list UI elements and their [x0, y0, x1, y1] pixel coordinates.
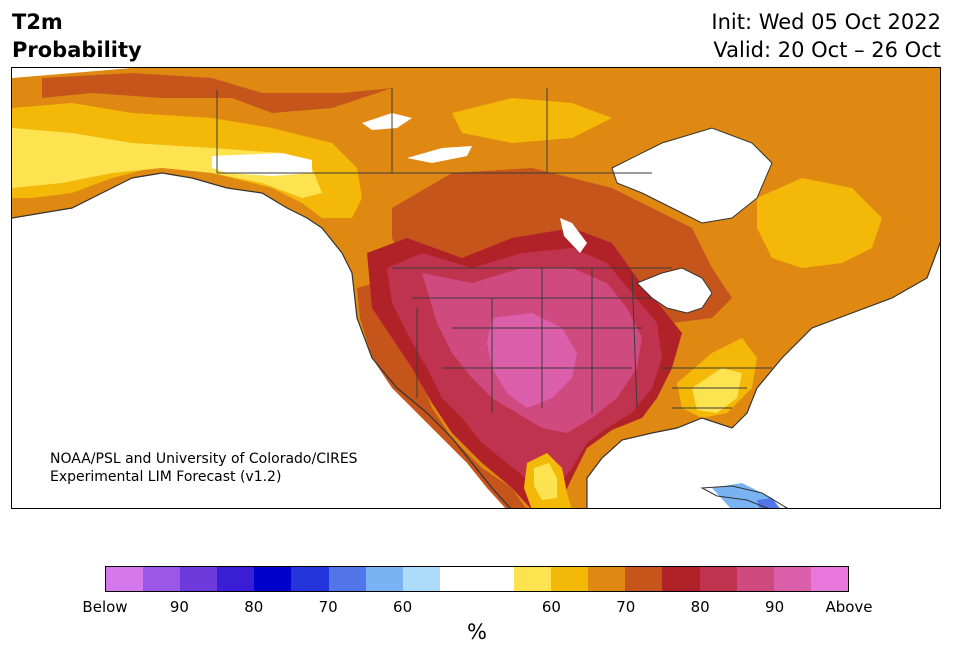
colorbar-swatch — [143, 567, 181, 591]
init-date: Init: Wed 05 Oct 2022 — [711, 10, 941, 34]
band-65-north — [452, 98, 612, 143]
band-below-cuba-dark — [757, 498, 779, 508]
colorbar-tick-label: 80 — [690, 598, 710, 616]
band-60-northwest — [12, 128, 322, 198]
colorbar-swatch — [736, 567, 774, 591]
colorbar-tick-label: 70 — [616, 598, 636, 616]
colorbar-tick-label: 70 — [318, 598, 338, 616]
forecast-dates: Init: Wed 05 Oct 2022 Valid: 20 Oct – 26… — [711, 8, 941, 64]
colorbar-tick-label: 90 — [765, 598, 785, 616]
colorbar-swatch — [810, 567, 848, 591]
band-60-southeast — [692, 368, 742, 413]
no-signal-alaska — [212, 153, 312, 176]
colorbar-swatch — [180, 567, 218, 591]
colorbar-tick-label: 60 — [541, 598, 561, 616]
political-borders — [216, 88, 772, 413]
colorbar-swatch — [551, 567, 589, 591]
colorbar-tick-label: Above — [825, 598, 873, 616]
title-quantity: Probability — [12, 38, 142, 62]
colorbar — [105, 566, 849, 592]
colorbar-swatch — [476, 567, 515, 591]
credit-text: NOAA/PSL and University of Colorado/CIRE… — [50, 450, 358, 486]
colorbar-swatch — [365, 567, 403, 591]
map-panel: NOAA/PSL and University of Colorado/CIRE… — [11, 67, 941, 509]
title-variable: T2m — [12, 10, 63, 34]
colorbar-tick-label: 60 — [393, 598, 413, 616]
band-95 — [487, 313, 577, 408]
band-60-mexico-inner — [534, 463, 557, 500]
colorbar-swatch — [217, 567, 255, 591]
colorbar-tick-label: 90 — [169, 598, 189, 616]
great-bear-lake — [362, 113, 412, 130]
great-slave-lake — [407, 146, 472, 163]
great-lakes — [636, 267, 713, 314]
map-title: T2m Probability — [12, 8, 142, 64]
colorbar-swatch — [106, 567, 144, 591]
probability-map — [12, 68, 940, 508]
colorbar-swatch — [402, 567, 440, 591]
credit-line-2: Experimental LIM Forecast (v1.2) — [50, 469, 282, 485]
colorbar-swatch — [588, 567, 626, 591]
colorbar-swatch — [254, 567, 292, 591]
credit-line-1: NOAA/PSL and University of Colorado/CIRE… — [50, 451, 358, 467]
lake-winnipeg — [560, 218, 587, 253]
band-65-east — [757, 178, 882, 268]
colorbar-swatch — [773, 567, 811, 591]
colorbar-swatch — [291, 567, 329, 591]
hudson-bay — [611, 127, 773, 224]
colorbar-swatch — [514, 567, 552, 591]
colorbar-swatch — [699, 567, 737, 591]
colorbar-tick-label: Below — [82, 598, 128, 616]
cuba — [700, 485, 788, 508]
colorbar-unit: % — [467, 620, 487, 644]
colorbar-tick-label: 80 — [244, 598, 264, 616]
coastline — [12, 172, 940, 508]
colorbar-swatch — [625, 567, 663, 591]
colorbar-swatch — [328, 567, 366, 591]
colorbar-swatch — [662, 567, 700, 591]
valid-range: Valid: 20 Oct – 26 Oct — [713, 38, 941, 62]
colorbar-swatch — [439, 567, 477, 591]
